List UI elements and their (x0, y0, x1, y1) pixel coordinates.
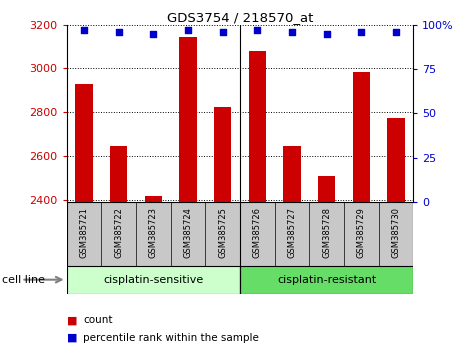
Text: GSM385728: GSM385728 (322, 207, 331, 258)
Text: percentile rank within the sample: percentile rank within the sample (83, 333, 259, 343)
Point (288, 29, 295, 35)
Text: cisplatin-resistant: cisplatin-resistant (277, 275, 376, 285)
Text: GSM385724: GSM385724 (183, 207, 192, 258)
Bar (144, 196, 162, 354)
Point (254, 27, 261, 33)
Point (358, 29, 365, 35)
Text: GSM385725: GSM385725 (218, 207, 227, 258)
Text: GSM385721: GSM385721 (79, 207, 88, 258)
Bar (283, 146, 301, 354)
Bar (179, 37, 197, 354)
Bar (214, 107, 231, 354)
Point (218, 29, 227, 35)
Text: GSM385726: GSM385726 (253, 207, 262, 258)
Point (323, 31, 331, 36)
Bar (110, 146, 127, 354)
Text: ■: ■ (66, 333, 77, 343)
Text: GSM385727: GSM385727 (287, 207, 296, 258)
Bar (75, 84, 93, 354)
Point (80, 27, 88, 33)
Text: cell line: cell line (2, 275, 46, 285)
Bar (318, 176, 335, 354)
Text: GSM385729: GSM385729 (357, 207, 366, 258)
Bar (248, 51, 266, 354)
Point (392, 29, 400, 35)
Point (149, 31, 157, 36)
FancyBboxPatch shape (240, 266, 413, 294)
Text: GSM385730: GSM385730 (391, 207, 400, 258)
Text: ■: ■ (66, 315, 77, 325)
Bar (352, 72, 370, 354)
FancyBboxPatch shape (66, 266, 240, 294)
Point (184, 27, 192, 33)
Text: GSM385723: GSM385723 (149, 207, 158, 258)
Title: GDS3754 / 218570_at: GDS3754 / 218570_at (167, 11, 313, 24)
Text: cisplatin-sensitive: cisplatin-sensitive (103, 275, 203, 285)
Text: count: count (83, 315, 113, 325)
Bar (387, 118, 405, 354)
Text: GSM385722: GSM385722 (114, 207, 123, 258)
Point (115, 29, 123, 35)
